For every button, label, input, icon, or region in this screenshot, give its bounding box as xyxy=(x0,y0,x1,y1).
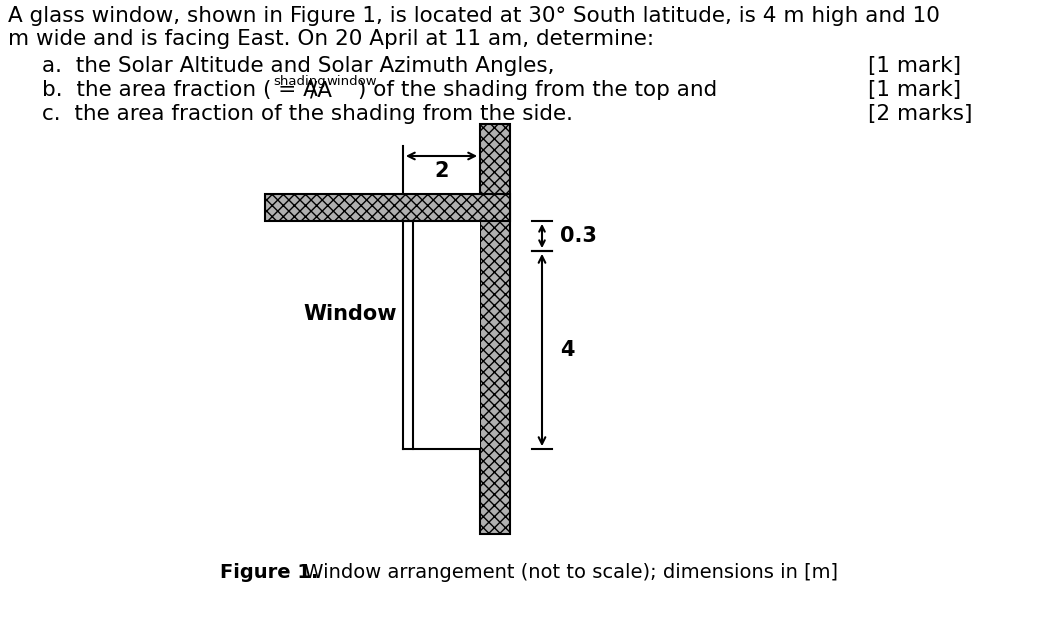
Bar xyxy=(480,124,510,534)
Text: m wide and is facing East. On 20 April at 11 am, determine:: m wide and is facing East. On 20 April a… xyxy=(9,29,654,49)
Text: [2 marks]: [2 marks] xyxy=(868,104,973,124)
Bar xyxy=(265,194,510,221)
Text: 4: 4 xyxy=(560,340,574,360)
Text: /A: /A xyxy=(309,80,332,100)
Text: Window: Window xyxy=(303,304,396,324)
Text: [1 mark]: [1 mark] xyxy=(868,56,961,76)
Bar xyxy=(414,221,480,449)
Text: c.  the area fraction of the shading from the side.: c. the area fraction of the shading from… xyxy=(43,104,573,124)
Text: Figure 1.: Figure 1. xyxy=(220,562,319,582)
Text: Window arrangement (not to scale); dimensions in [m]: Window arrangement (not to scale); dimen… xyxy=(298,562,838,582)
Text: window: window xyxy=(326,75,377,88)
Text: 0.3: 0.3 xyxy=(560,226,597,246)
Text: [1 mark]: [1 mark] xyxy=(868,80,961,100)
Text: shading: shading xyxy=(273,75,325,88)
Text: 2: 2 xyxy=(435,161,449,181)
Text: a.  the Solar Altitude and Solar Azimuth Angles,: a. the Solar Altitude and Solar Azimuth … xyxy=(43,56,555,76)
Text: A glass window, shown in Figure 1, is located at 30° South latitude, is 4 m high: A glass window, shown in Figure 1, is lo… xyxy=(9,6,940,26)
Text: ) of the shading from the top and: ) of the shading from the top and xyxy=(358,80,718,100)
Text: b.  the area fraction ( = A: b. the area fraction ( = A xyxy=(43,80,318,100)
